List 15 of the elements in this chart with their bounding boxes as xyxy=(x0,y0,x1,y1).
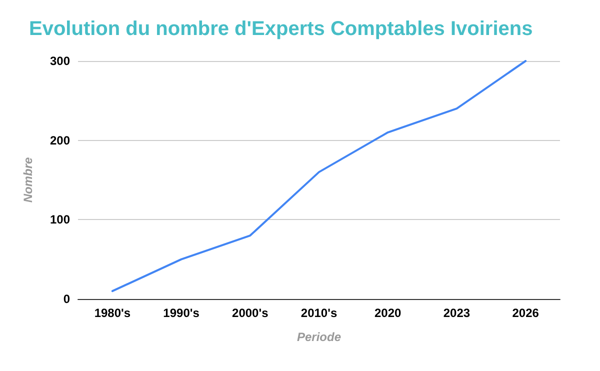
x-tick-label: 2010's xyxy=(300,306,338,320)
y-axis-title: Nombre xyxy=(21,157,35,203)
y-tick-label: 200 xyxy=(50,133,70,148)
y-tick-label: 300 xyxy=(50,54,70,68)
y-tick-label: 100 xyxy=(50,212,70,227)
x-tick-label: 2020 xyxy=(374,306,402,320)
x-tick-label: 2026 xyxy=(512,306,540,320)
x-tick-label: 2000's xyxy=(232,306,269,320)
x-tick-label: 1980's xyxy=(94,306,131,320)
chart-title: Evolution du nombre d'Experts Comptables Ivoiriens xyxy=(29,18,533,40)
x-tick-label: 1990's xyxy=(163,306,200,320)
x-axis-title: Periode xyxy=(296,330,342,344)
x-tick-label: 2023 xyxy=(443,306,470,320)
y-tick-label: 0 xyxy=(63,292,70,306)
line-series xyxy=(111,60,527,292)
